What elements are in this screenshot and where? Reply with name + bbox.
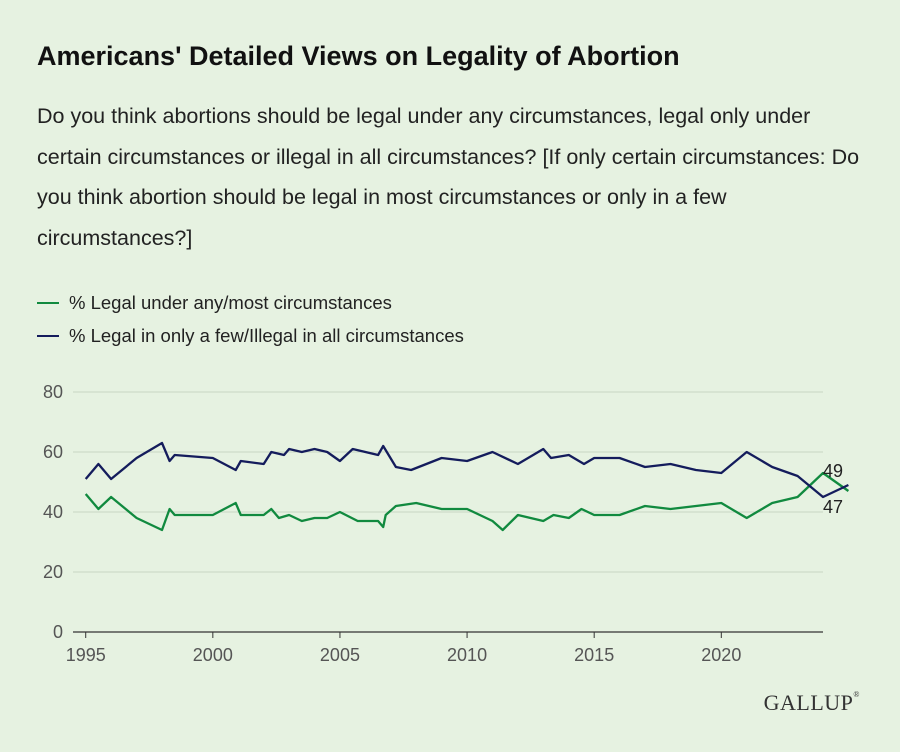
legend-swatch-navy bbox=[37, 334, 59, 337]
legend-item-navy: % Legal in only a few/Illegal in all cir… bbox=[37, 319, 464, 352]
x-tick-label: 2005 bbox=[320, 645, 360, 665]
series-line-0 bbox=[84, 471, 850, 532]
chart-legend: % Legal under any/most circumstances % L… bbox=[37, 286, 464, 352]
x-tick-label: 2020 bbox=[701, 645, 741, 665]
legend-swatch-green bbox=[37, 301, 59, 304]
x-tick-label: 2000 bbox=[193, 645, 233, 665]
series-end-label-0: 47 bbox=[823, 497, 843, 517]
chart-title: Americans' Detailed Views on Legality of… bbox=[37, 41, 680, 71]
legend-label-navy: % Legal in only a few/Illegal in all cir… bbox=[69, 324, 464, 346]
legend-item-green: % Legal under any/most circumstances bbox=[37, 286, 464, 319]
x-tick-label: 2010 bbox=[447, 645, 487, 665]
y-tick-label: 60 bbox=[43, 442, 63, 462]
legend-label-green: % Legal under any/most circumstances bbox=[69, 291, 392, 313]
x-tick-label: 2015 bbox=[574, 645, 614, 665]
series-end-label-1: 49 bbox=[823, 461, 843, 481]
chart-subtitle: Do you think abortions should be legal u… bbox=[37, 104, 860, 250]
gallup-logo: GALLUP® bbox=[763, 690, 860, 715]
y-tick-label: 0 bbox=[53, 622, 63, 642]
x-tick-label: 1995 bbox=[66, 645, 106, 665]
y-tick-label: 20 bbox=[43, 562, 63, 582]
y-tick-label: 40 bbox=[43, 502, 63, 522]
y-tick-label: 80 bbox=[43, 382, 63, 402]
series-line-1 bbox=[84, 441, 849, 499]
